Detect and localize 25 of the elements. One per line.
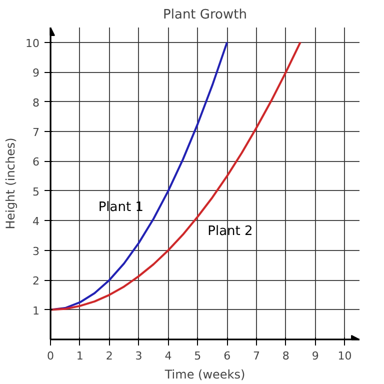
x-tick-label: 5 [194, 350, 202, 362]
x-tick-label: 1 [76, 350, 84, 362]
y-tick-label: 5 [32, 185, 40, 198]
y-tick-label: 2 [32, 274, 40, 288]
y-tick-label: 9 [32, 66, 40, 80]
line-series [50, 41, 302, 311]
x-tick-label: 8 [282, 350, 290, 362]
y-tick-label: 10 [26, 36, 40, 50]
x-tick-label: 2 [106, 350, 113, 362]
x-tick-label: 10 [338, 350, 352, 362]
x-tick-label: 9 [312, 350, 319, 362]
x-tick-label: 6 [224, 350, 231, 362]
y-tick-label: 4 [32, 215, 40, 228]
y-axis-title: Height (inches) [4, 138, 18, 230]
x-axis-title: Time (weeks) [164, 368, 246, 382]
y-tick-label: 1 [32, 304, 40, 318]
y-tick-label: 8 [32, 96, 40, 110]
y-tick-label: 6 [32, 156, 40, 169]
x-tick-label: 7 [253, 350, 260, 362]
y-tick-label: 7 [32, 126, 40, 139]
x-tick-label: 0 [47, 350, 54, 362]
y-tick-label: 3 [32, 244, 40, 258]
x-tick-label: 4 [164, 350, 172, 362]
x-tick-label: 3 [135, 350, 142, 362]
chart-title: Plant Growth [163, 8, 247, 22]
